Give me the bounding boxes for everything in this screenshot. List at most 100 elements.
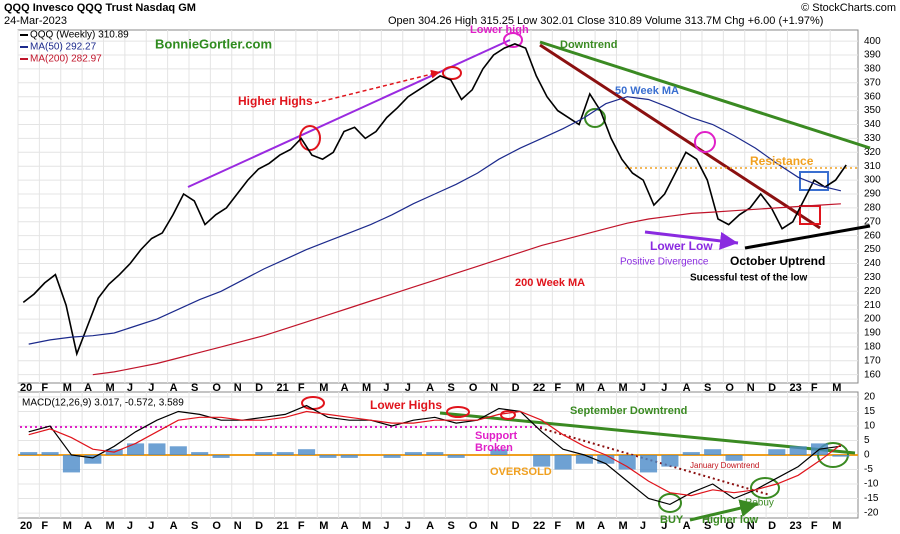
y-tick-label: 210	[864, 300, 881, 311]
annotation-shape	[539, 43, 821, 230]
annotation-shape	[750, 477, 780, 499]
histogram-bar	[127, 443, 145, 455]
annotation: BUY	[660, 514, 684, 526]
x-tick-label: 23	[789, 520, 801, 532]
x-tick-label: F	[554, 520, 561, 532]
x-tick-label: M	[63, 382, 72, 394]
legend-label: QQQ (Weekly) 310.89	[30, 30, 129, 41]
x-tick-label: J	[148, 520, 154, 532]
annotation: BonnieGortler.com	[155, 36, 272, 51]
y-tick-label: 380	[864, 64, 881, 75]
histogram-bar	[426, 452, 444, 455]
y-tick-label: 0	[864, 450, 870, 461]
annotation-shape	[187, 39, 511, 188]
histogram-bar	[490, 449, 508, 455]
x-tick-label: 21	[276, 520, 288, 532]
annotation-shape	[299, 125, 321, 151]
annotation: 200 Week MA	[515, 277, 585, 289]
x-tick-label: N	[234, 382, 242, 394]
x-tick-label: M	[576, 520, 585, 532]
annotation-shape	[442, 66, 462, 80]
x-tick-label: O	[725, 520, 734, 532]
annotation-shape	[744, 224, 871, 250]
y-tick-label: 360	[864, 91, 881, 102]
y-tick-label: 340	[864, 119, 881, 130]
x-tick-label: M	[362, 382, 371, 394]
histogram-bar	[661, 455, 679, 467]
x-tick-label: A	[597, 520, 605, 532]
histogram-bar	[597, 455, 615, 464]
y-tick-label: 390	[864, 50, 881, 61]
x-tick-label: A	[426, 382, 434, 394]
histogram-bar	[725, 455, 743, 461]
x-tick-label: 20	[20, 382, 32, 394]
histogram-bar	[768, 449, 786, 455]
x-tick-label: M	[319, 382, 328, 394]
annotation: Sucessful test of the low	[690, 273, 807, 284]
x-tick-label: A	[683, 520, 691, 532]
x-tick-label: S	[704, 520, 711, 532]
x-tick-label: A	[341, 520, 349, 532]
annotation: Lower Highs	[370, 398, 442, 412]
x-tick-label: D	[768, 382, 776, 394]
annotation: Higher low	[702, 514, 759, 526]
y-tick-label: 15	[864, 406, 876, 417]
annotation: Lower high	[470, 24, 529, 36]
x-tick-label: A	[170, 382, 178, 394]
x-tick-label: O	[212, 520, 221, 532]
annotation: October Uptrend	[730, 254, 825, 268]
source: © StockCharts.com	[801, 2, 896, 14]
annotation: Rebuy	[745, 498, 774, 509]
x-tick-label: 22	[533, 520, 545, 532]
histogram-bar	[169, 446, 187, 455]
histogram-bar	[639, 455, 658, 473]
y-tick-label: 290	[864, 189, 881, 200]
histogram-bar	[340, 455, 358, 458]
y-tick-label: 300	[864, 175, 881, 186]
x-tick-label: J	[661, 382, 667, 394]
histogram-bar	[255, 452, 273, 455]
histogram-bar	[447, 455, 465, 458]
x-tick-label: D	[512, 520, 520, 532]
x-tick-label: J	[640, 520, 646, 532]
histogram-bar	[212, 455, 230, 458]
histogram-bar	[618, 455, 636, 470]
x-tick-label: F	[811, 520, 818, 532]
x-tick-label: A	[84, 520, 92, 532]
x-tick-label: A	[341, 382, 349, 394]
histogram-bar	[682, 452, 700, 455]
y-tick-label: 220	[864, 286, 881, 297]
x-tick-label: M	[63, 520, 72, 532]
y-tick-label: 310	[864, 161, 881, 172]
annotation-shape	[644, 230, 739, 250]
quote: Open 304.26 High 315.25 Low 302.01 Close…	[388, 15, 823, 27]
x-tick-label: A	[426, 520, 434, 532]
annotation-shape	[301, 396, 325, 410]
x-tick-label: A	[683, 382, 691, 394]
y-tick-label: 20	[864, 392, 876, 403]
x-tick-label: N	[490, 520, 498, 532]
plot-layer: 1601701801902002102202302402502602702802…	[17, 24, 881, 532]
histogram-bar	[276, 452, 294, 455]
y-tick-label: 330	[864, 133, 881, 144]
histogram-bar	[575, 455, 593, 464]
annotation-shape	[689, 499, 759, 522]
x-tick-label: 20	[20, 520, 32, 532]
x-tick-label: J	[661, 520, 667, 532]
annotation-shape	[500, 410, 516, 420]
y-tick-label: 170	[864, 355, 881, 366]
histogram-bar	[62, 455, 80, 473]
y-tick-label: 10	[864, 421, 876, 432]
y-tick-label: -15	[864, 493, 879, 504]
series-line	[28, 410, 842, 497]
x-tick-label: F	[41, 382, 48, 394]
y-tick-label: -10	[864, 479, 879, 490]
x-tick-label: F	[41, 520, 48, 532]
x-tick-label: N	[490, 382, 498, 394]
x-tick-label: D	[255, 520, 263, 532]
x-tick-label: M	[105, 520, 114, 532]
annotation: Broken	[475, 442, 513, 454]
x-tick-label: A	[84, 382, 92, 394]
x-tick-label: S	[191, 520, 198, 532]
